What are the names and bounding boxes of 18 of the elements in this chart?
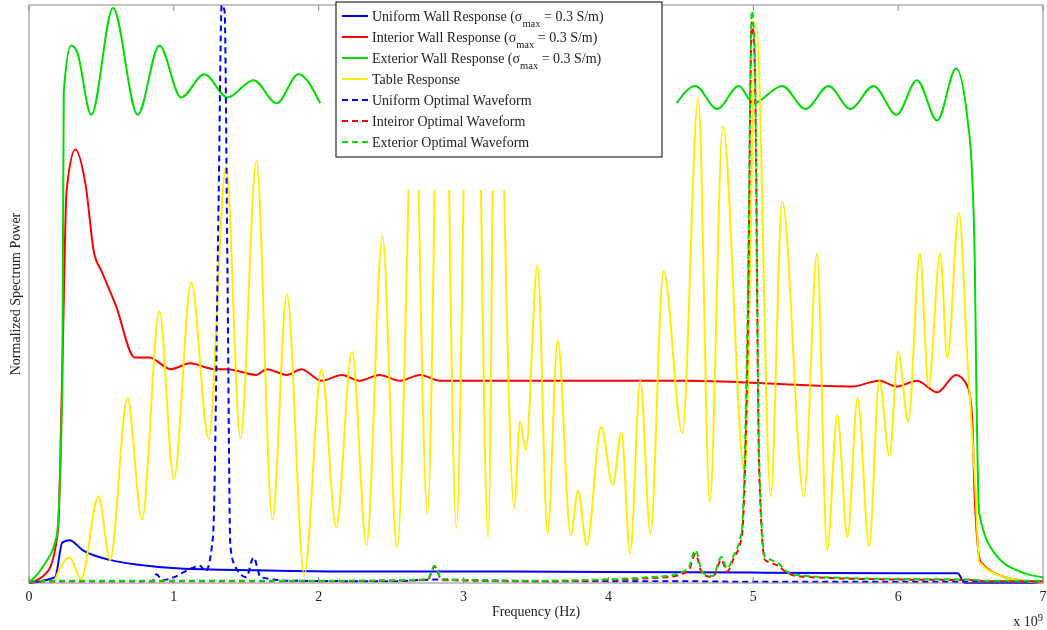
x-tick-label: 6 xyxy=(894,589,902,604)
legend-label: Uniform Optimal Waveform xyxy=(372,93,532,108)
legend-label: Inteiror Optimal Waveform xyxy=(372,114,526,129)
legend-label: Exterior Optimal Waveform xyxy=(372,135,530,150)
x-tick-label: 1 xyxy=(170,589,178,604)
y-axis-title: Normalized Spectrum Power xyxy=(8,212,23,376)
text: x 10$^{9}$ xyxy=(1013,611,1043,629)
legend-label: Interior Wall Response (σ$_{max}$ = 0.3 S/m) xyxy=(372,30,598,50)
x-axis-title: Frequency (Hz) xyxy=(491,604,581,620)
x-tick-label: 3 xyxy=(460,589,468,604)
x-tick-label: 5 xyxy=(749,589,757,604)
legend-label: Uniform Wall Response (σ$_{max}$ = 0.3 S/m) xyxy=(372,9,604,29)
x-tick-label: 0 xyxy=(25,589,33,604)
x-tick-label: 2 xyxy=(315,589,323,604)
legend-label: Table Response xyxy=(372,72,461,87)
legend-label: Exterior Wall Response (σ$_{max}$ = 0.3 S/m) xyxy=(372,51,602,71)
x-tick-label: 7 xyxy=(1039,589,1047,604)
x-tick-label: 4 xyxy=(604,589,612,604)
